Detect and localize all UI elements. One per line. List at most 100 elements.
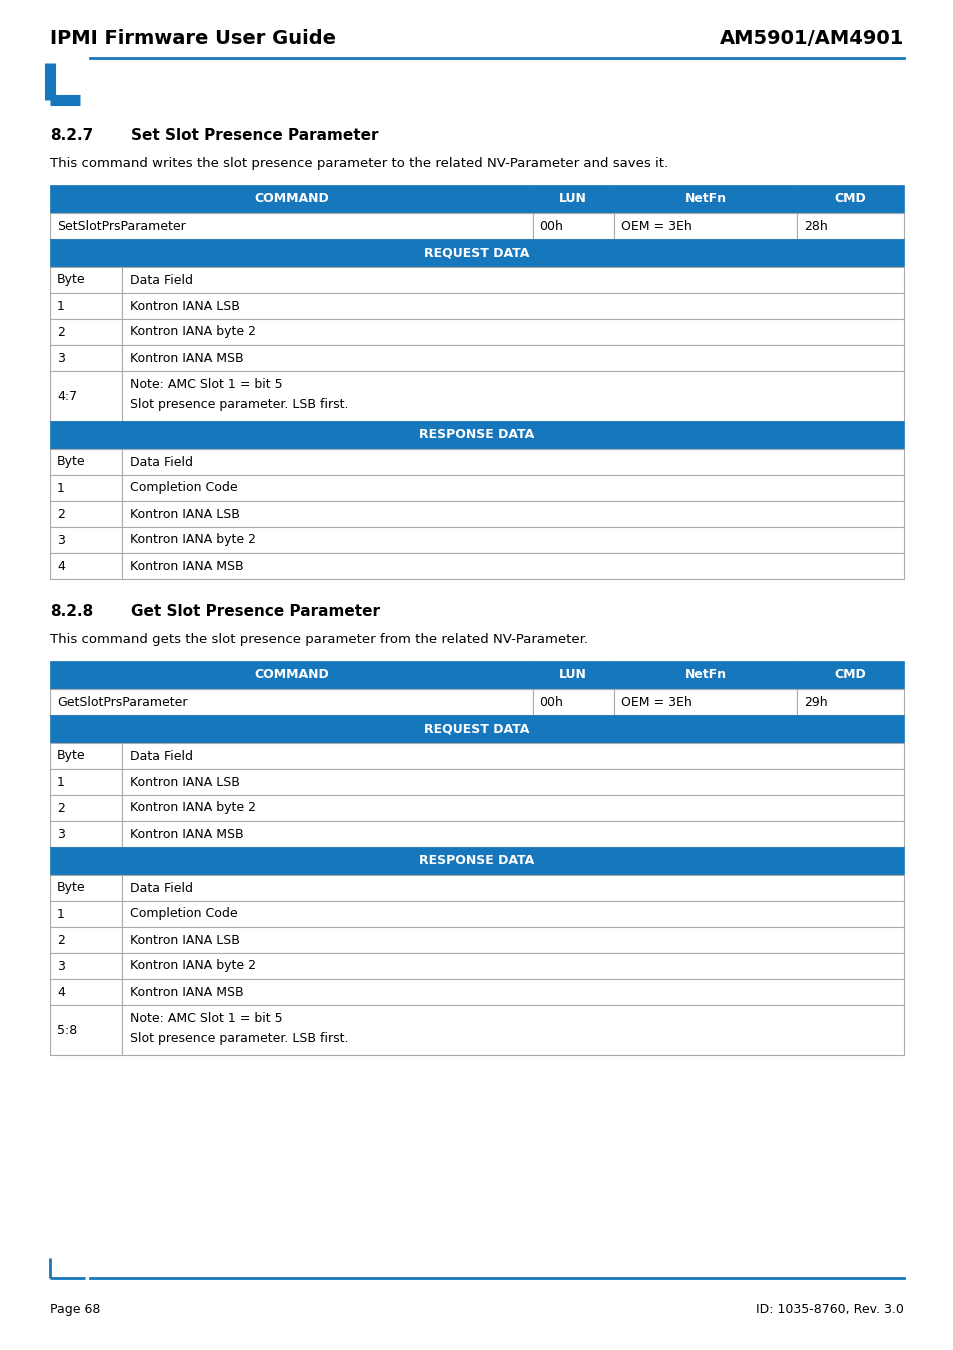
Bar xyxy=(50,371,122,421)
Text: Kontron IANA MSB: Kontron IANA MSB xyxy=(130,351,243,364)
Text: 4:7: 4:7 xyxy=(57,390,77,402)
Bar xyxy=(50,716,903,742)
Text: Get Slot Presence Parameter: Get Slot Presence Parameter xyxy=(110,603,379,618)
Bar xyxy=(122,371,903,421)
Text: Byte: Byte xyxy=(57,274,86,286)
Bar xyxy=(50,979,122,1004)
Bar xyxy=(532,688,613,716)
Bar xyxy=(50,319,122,346)
Bar xyxy=(122,953,903,979)
Text: CMD: CMD xyxy=(834,668,865,682)
Text: 2: 2 xyxy=(57,933,65,946)
Bar xyxy=(797,185,903,213)
Text: 5:8: 5:8 xyxy=(57,1023,77,1037)
Bar xyxy=(50,662,532,688)
Text: LUN: LUN xyxy=(558,668,586,682)
Bar xyxy=(122,927,903,953)
Bar xyxy=(50,213,532,239)
Text: NetFn: NetFn xyxy=(683,193,726,205)
Text: 1: 1 xyxy=(57,300,65,312)
Text: Kontron IANA MSB: Kontron IANA MSB xyxy=(130,559,243,572)
Bar xyxy=(797,662,903,688)
Text: Kontron IANA byte 2: Kontron IANA byte 2 xyxy=(130,960,255,972)
Text: 8.2.8: 8.2.8 xyxy=(50,603,93,618)
Bar xyxy=(50,346,122,371)
Bar xyxy=(122,743,903,770)
Text: 3: 3 xyxy=(57,828,65,841)
Bar xyxy=(50,1004,122,1054)
Bar xyxy=(50,239,903,267)
Text: 2: 2 xyxy=(57,508,65,521)
Bar xyxy=(50,821,122,846)
Bar xyxy=(122,979,903,1004)
Text: SetSlotPrsParameter: SetSlotPrsParameter xyxy=(57,220,186,232)
Bar xyxy=(122,450,903,475)
Text: Page 68: Page 68 xyxy=(50,1304,100,1316)
Bar xyxy=(122,319,903,346)
Bar xyxy=(613,213,797,239)
Text: OEM = 3Eh: OEM = 3Eh xyxy=(620,695,691,709)
Bar xyxy=(50,769,122,795)
Bar xyxy=(50,688,532,716)
Text: COMMAND: COMMAND xyxy=(253,668,328,682)
Text: CMD: CMD xyxy=(834,193,865,205)
Text: Kontron IANA LSB: Kontron IANA LSB xyxy=(130,300,239,312)
Text: GetSlotPrsParameter: GetSlotPrsParameter xyxy=(57,695,188,709)
Bar xyxy=(50,293,122,319)
Bar xyxy=(50,185,532,213)
Text: This command gets the slot presence parameter from the related NV-Parameter.: This command gets the slot presence para… xyxy=(50,633,587,645)
Text: ID: 1035-8760, Rev. 3.0: ID: 1035-8760, Rev. 3.0 xyxy=(756,1304,903,1316)
Bar xyxy=(122,346,903,371)
Text: IPMI Firmware User Guide: IPMI Firmware User Guide xyxy=(50,28,335,47)
Text: Note: AMC Slot 1 = bit 5: Note: AMC Slot 1 = bit 5 xyxy=(130,1012,282,1026)
Bar xyxy=(122,267,903,293)
Text: 3: 3 xyxy=(57,351,65,364)
Text: 2: 2 xyxy=(57,802,65,814)
Bar xyxy=(122,554,903,579)
Text: Slot presence parameter. LSB first.: Slot presence parameter. LSB first. xyxy=(130,1031,348,1045)
Bar xyxy=(532,213,613,239)
Text: Kontron IANA byte 2: Kontron IANA byte 2 xyxy=(130,802,255,814)
Bar xyxy=(122,1004,903,1054)
Text: Kontron IANA LSB: Kontron IANA LSB xyxy=(130,933,239,946)
Text: Kontron IANA MSB: Kontron IANA MSB xyxy=(130,986,243,999)
Bar xyxy=(613,688,797,716)
Text: OEM = 3Eh: OEM = 3Eh xyxy=(620,220,691,232)
Text: Data Field: Data Field xyxy=(130,274,193,286)
Text: 1: 1 xyxy=(57,907,65,921)
Text: Byte: Byte xyxy=(57,455,86,468)
Bar xyxy=(122,821,903,846)
Text: NetFn: NetFn xyxy=(683,668,726,682)
Bar xyxy=(50,846,903,875)
Bar xyxy=(50,795,122,821)
Text: AM5901/AM4901: AM5901/AM4901 xyxy=(719,28,903,47)
Text: Note: AMC Slot 1 = bit 5: Note: AMC Slot 1 = bit 5 xyxy=(130,378,282,392)
Bar xyxy=(50,875,122,900)
Bar xyxy=(122,795,903,821)
Text: Data Field: Data Field xyxy=(130,455,193,468)
Text: 3: 3 xyxy=(57,533,65,547)
Bar xyxy=(50,267,122,293)
Text: Completion Code: Completion Code xyxy=(130,482,237,494)
Text: Data Field: Data Field xyxy=(130,749,193,763)
Text: 00h: 00h xyxy=(539,695,563,709)
Text: Kontron IANA MSB: Kontron IANA MSB xyxy=(130,828,243,841)
Text: Completion Code: Completion Code xyxy=(130,907,237,921)
Text: LUN: LUN xyxy=(558,193,586,205)
Text: Kontron IANA LSB: Kontron IANA LSB xyxy=(130,508,239,521)
Bar xyxy=(50,450,122,475)
Bar xyxy=(50,421,903,450)
Text: 29h: 29h xyxy=(803,695,827,709)
Bar xyxy=(122,769,903,795)
Bar xyxy=(797,213,903,239)
Text: RESPONSE DATA: RESPONSE DATA xyxy=(419,855,534,868)
Text: Kontron IANA LSB: Kontron IANA LSB xyxy=(130,775,239,788)
Text: 00h: 00h xyxy=(539,220,563,232)
Bar xyxy=(50,475,122,501)
Text: Slot presence parameter. LSB first.: Slot presence parameter. LSB first. xyxy=(130,398,348,410)
Bar xyxy=(122,900,903,927)
Text: REQUEST DATA: REQUEST DATA xyxy=(424,247,529,259)
Text: 4: 4 xyxy=(57,986,65,999)
Text: 3: 3 xyxy=(57,960,65,972)
Bar xyxy=(532,662,613,688)
